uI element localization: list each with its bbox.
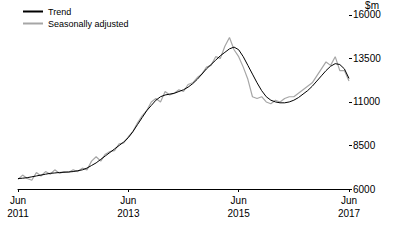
svg-text:11000: 11000 [353,96,381,107]
svg-text:Jun: Jun [120,195,136,206]
svg-text:2015: 2015 [228,208,251,219]
svg-text:8500: 8500 [353,140,376,151]
svg-text:Trend: Trend [48,7,71,17]
svg-text:Jun: Jun [10,195,26,206]
svg-text:2013: 2013 [117,208,140,219]
svg-text:6000: 6000 [353,184,376,195]
svg-text:2017: 2017 [338,208,361,219]
svg-text:16000: 16000 [353,9,381,20]
svg-text:2011: 2011 [7,208,29,219]
svg-text:13500: 13500 [353,53,381,64]
svg-text:Seasonally adjusted: Seasonally adjusted [48,19,129,29]
svg-text:Jun: Jun [341,195,357,206]
svg-text:Jun: Jun [231,195,247,206]
